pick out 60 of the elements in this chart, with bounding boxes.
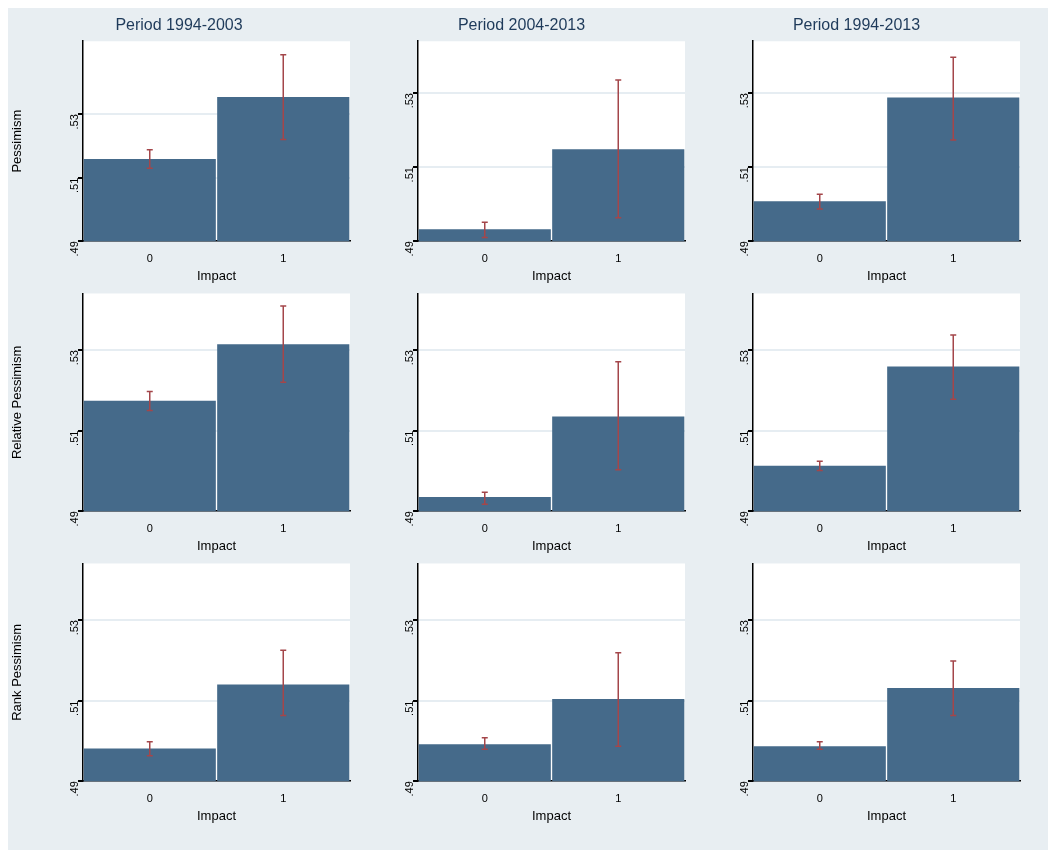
x-tick-label: 0 <box>816 791 823 804</box>
y-tick-label: .51 <box>738 167 751 183</box>
chart-title: Period 2004-2013 <box>457 16 586 34</box>
y-tick-label: .49 <box>403 241 416 257</box>
x-tick-label: 1 <box>280 791 287 804</box>
y-axis-title: Relative Pessimism <box>9 345 25 460</box>
x-axis-title: Impact <box>531 267 572 283</box>
y-tick-label: .51 <box>68 177 81 193</box>
y-tick-label: .53 <box>68 620 81 636</box>
chart-title: Period 1994-2003 <box>115 16 243 34</box>
x-axis-title: Impact <box>866 807 907 823</box>
y-axis-title: Rank Pessimism <box>9 624 25 721</box>
y-tick-label: .51 <box>68 430 81 446</box>
y-tick-label: .51 <box>403 700 416 716</box>
y-tick-label: .51 <box>68 700 81 716</box>
chart-title: Period 1994-2013 <box>792 16 921 34</box>
x-tick-label: 1 <box>280 521 287 534</box>
x-tick-label: 1 <box>950 791 957 804</box>
y-tick-label: .49 <box>403 511 416 527</box>
x-tick-label: 0 <box>481 791 488 804</box>
x-tick-label: 0 <box>146 521 153 534</box>
x-tick-label: 0 <box>816 521 823 534</box>
y-tick-label: .49 <box>68 241 81 257</box>
y-tick-label: .49 <box>738 511 751 527</box>
x-tick-label: 0 <box>146 791 153 804</box>
y-tick-label: .49 <box>68 511 81 527</box>
x-axis-title: Impact <box>531 537 572 553</box>
y-tick-label: .53 <box>403 93 416 109</box>
y-tick-label: .53 <box>738 350 751 366</box>
y-tick-label: .53 <box>403 620 416 636</box>
x-axis-title: Impact <box>531 807 572 823</box>
x-axis-title: Impact <box>866 537 907 553</box>
y-tick-label: .51 <box>403 167 416 183</box>
y-tick-label: .53 <box>738 93 751 109</box>
y-axis-title: Pessimism <box>9 109 25 173</box>
y-tick-label: .51 <box>738 430 751 446</box>
x-tick-label: 0 <box>481 521 488 534</box>
x-tick-label: 1 <box>615 251 622 264</box>
y-tick-label: .53 <box>68 114 81 130</box>
y-tick-label: .53 <box>403 350 416 366</box>
y-tick-label: .53 <box>738 620 751 636</box>
y-tick-label: .51 <box>738 700 751 716</box>
y-tick-label: .53 <box>68 350 81 366</box>
x-axis-title: Impact <box>196 807 237 823</box>
x-axis-title: Impact <box>196 537 237 553</box>
x-axis-title: Impact <box>866 267 907 283</box>
x-tick-label: 1 <box>615 521 622 534</box>
x-tick-label: 1 <box>280 251 287 264</box>
x-axis-title: Impact <box>196 267 237 283</box>
y-tick-label: .51 <box>403 430 416 446</box>
x-tick-label: 1 <box>615 791 622 804</box>
y-tick-label: .49 <box>738 781 751 797</box>
x-tick-label: 0 <box>816 251 823 264</box>
y-tick-label: .49 <box>68 781 81 797</box>
y-tick-label: .49 <box>738 241 751 257</box>
x-tick-label: 0 <box>481 251 488 264</box>
x-tick-label: 1 <box>950 521 957 534</box>
x-tick-label: 0 <box>146 251 153 264</box>
y-tick-label: .49 <box>403 781 416 797</box>
x-tick-label: 1 <box>950 251 957 264</box>
